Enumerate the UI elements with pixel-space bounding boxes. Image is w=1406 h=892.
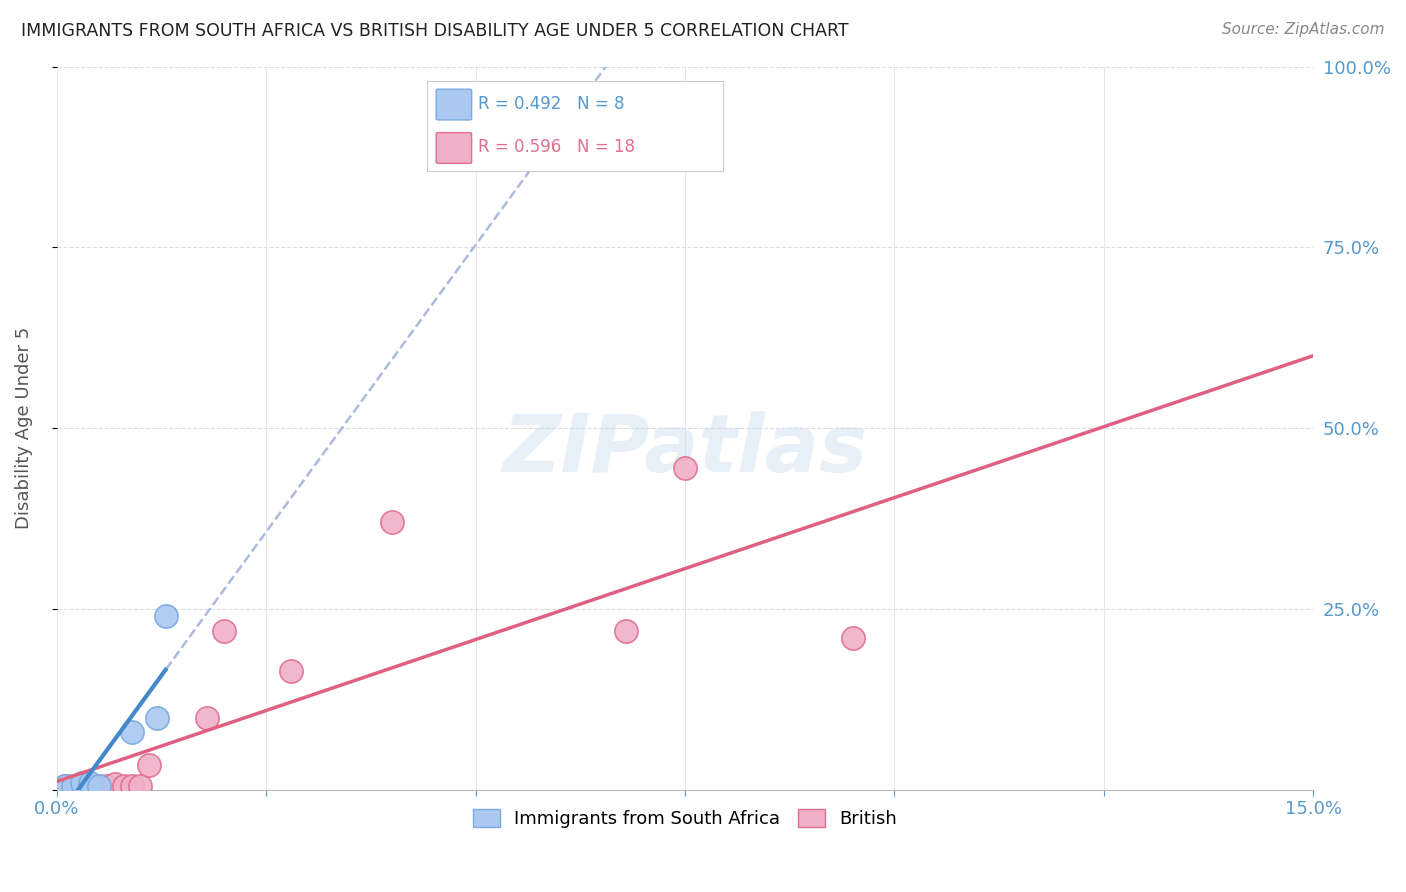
Text: IMMIGRANTS FROM SOUTH AFRICA VS BRITISH DISABILITY AGE UNDER 5 CORRELATION CHART: IMMIGRANTS FROM SOUTH AFRICA VS BRITISH … xyxy=(21,22,849,40)
Point xyxy=(841,631,863,645)
Text: Source: ZipAtlas.com: Source: ZipAtlas.com xyxy=(1222,22,1385,37)
Point xyxy=(70,780,93,794)
Point xyxy=(129,780,152,794)
Point xyxy=(53,780,76,794)
Point xyxy=(87,780,110,794)
Point xyxy=(87,780,110,794)
Point xyxy=(62,780,84,794)
Point xyxy=(121,780,143,794)
Point xyxy=(138,757,160,772)
Point xyxy=(112,780,135,794)
Point xyxy=(96,780,118,794)
Point xyxy=(381,516,404,530)
Point xyxy=(53,780,76,794)
Legend: Immigrants from South Africa, British: Immigrants from South Africa, British xyxy=(465,801,904,835)
Y-axis label: Disability Age Under 5: Disability Age Under 5 xyxy=(15,327,32,529)
Point xyxy=(104,777,127,791)
Point xyxy=(121,725,143,739)
Point xyxy=(79,780,101,794)
Point xyxy=(614,624,637,638)
Point xyxy=(146,710,169,724)
Point xyxy=(212,624,235,638)
Text: ZIPatlas: ZIPatlas xyxy=(502,411,868,489)
Point xyxy=(280,664,302,678)
Point xyxy=(673,461,696,475)
Point xyxy=(62,780,84,794)
Point xyxy=(79,775,101,789)
Point xyxy=(197,710,219,724)
Point xyxy=(70,775,93,789)
Point xyxy=(155,609,177,624)
